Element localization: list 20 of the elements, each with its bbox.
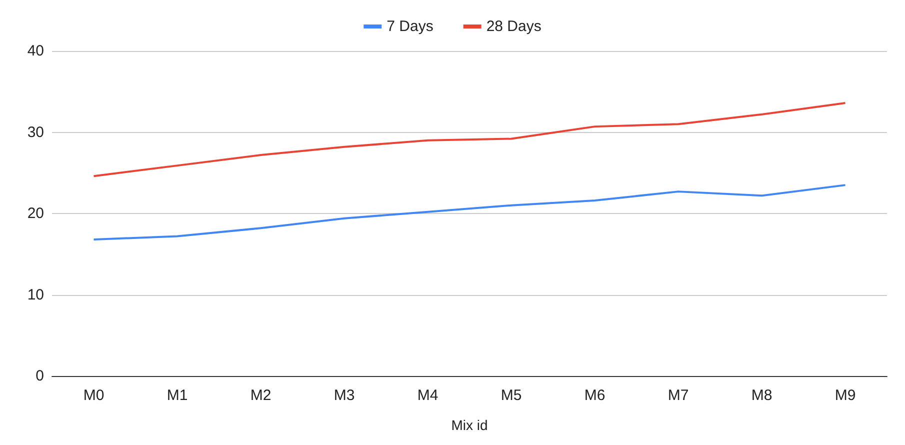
y-tick-label: 40 xyxy=(27,42,44,60)
x-axis-title: Mix id xyxy=(451,417,488,433)
x-tick-label: M6 xyxy=(584,387,606,404)
x-tick-label: M9 xyxy=(834,387,856,404)
y-tick-label: 20 xyxy=(27,205,44,222)
x-tick-label: M5 xyxy=(500,387,522,404)
line-series xyxy=(92,184,846,240)
y-tick-label: 0 xyxy=(36,368,44,384)
x-tick-label: M8 xyxy=(751,387,772,404)
legend-label: 7 Days xyxy=(386,18,434,35)
x-tick-label: M1 xyxy=(166,387,188,404)
y-tick-label: 10 xyxy=(27,286,44,304)
y-tick-label: 30 xyxy=(27,124,44,141)
x-tick-label: M3 xyxy=(334,387,355,404)
x-tick-label: M7 xyxy=(668,387,689,404)
line-series xyxy=(92,102,846,178)
x-tick-label: M0 xyxy=(83,387,104,404)
legend-label: 28 Days xyxy=(486,18,542,35)
x-tick-label: M2 xyxy=(250,387,272,404)
x-tick-label: M4 xyxy=(417,387,438,404)
